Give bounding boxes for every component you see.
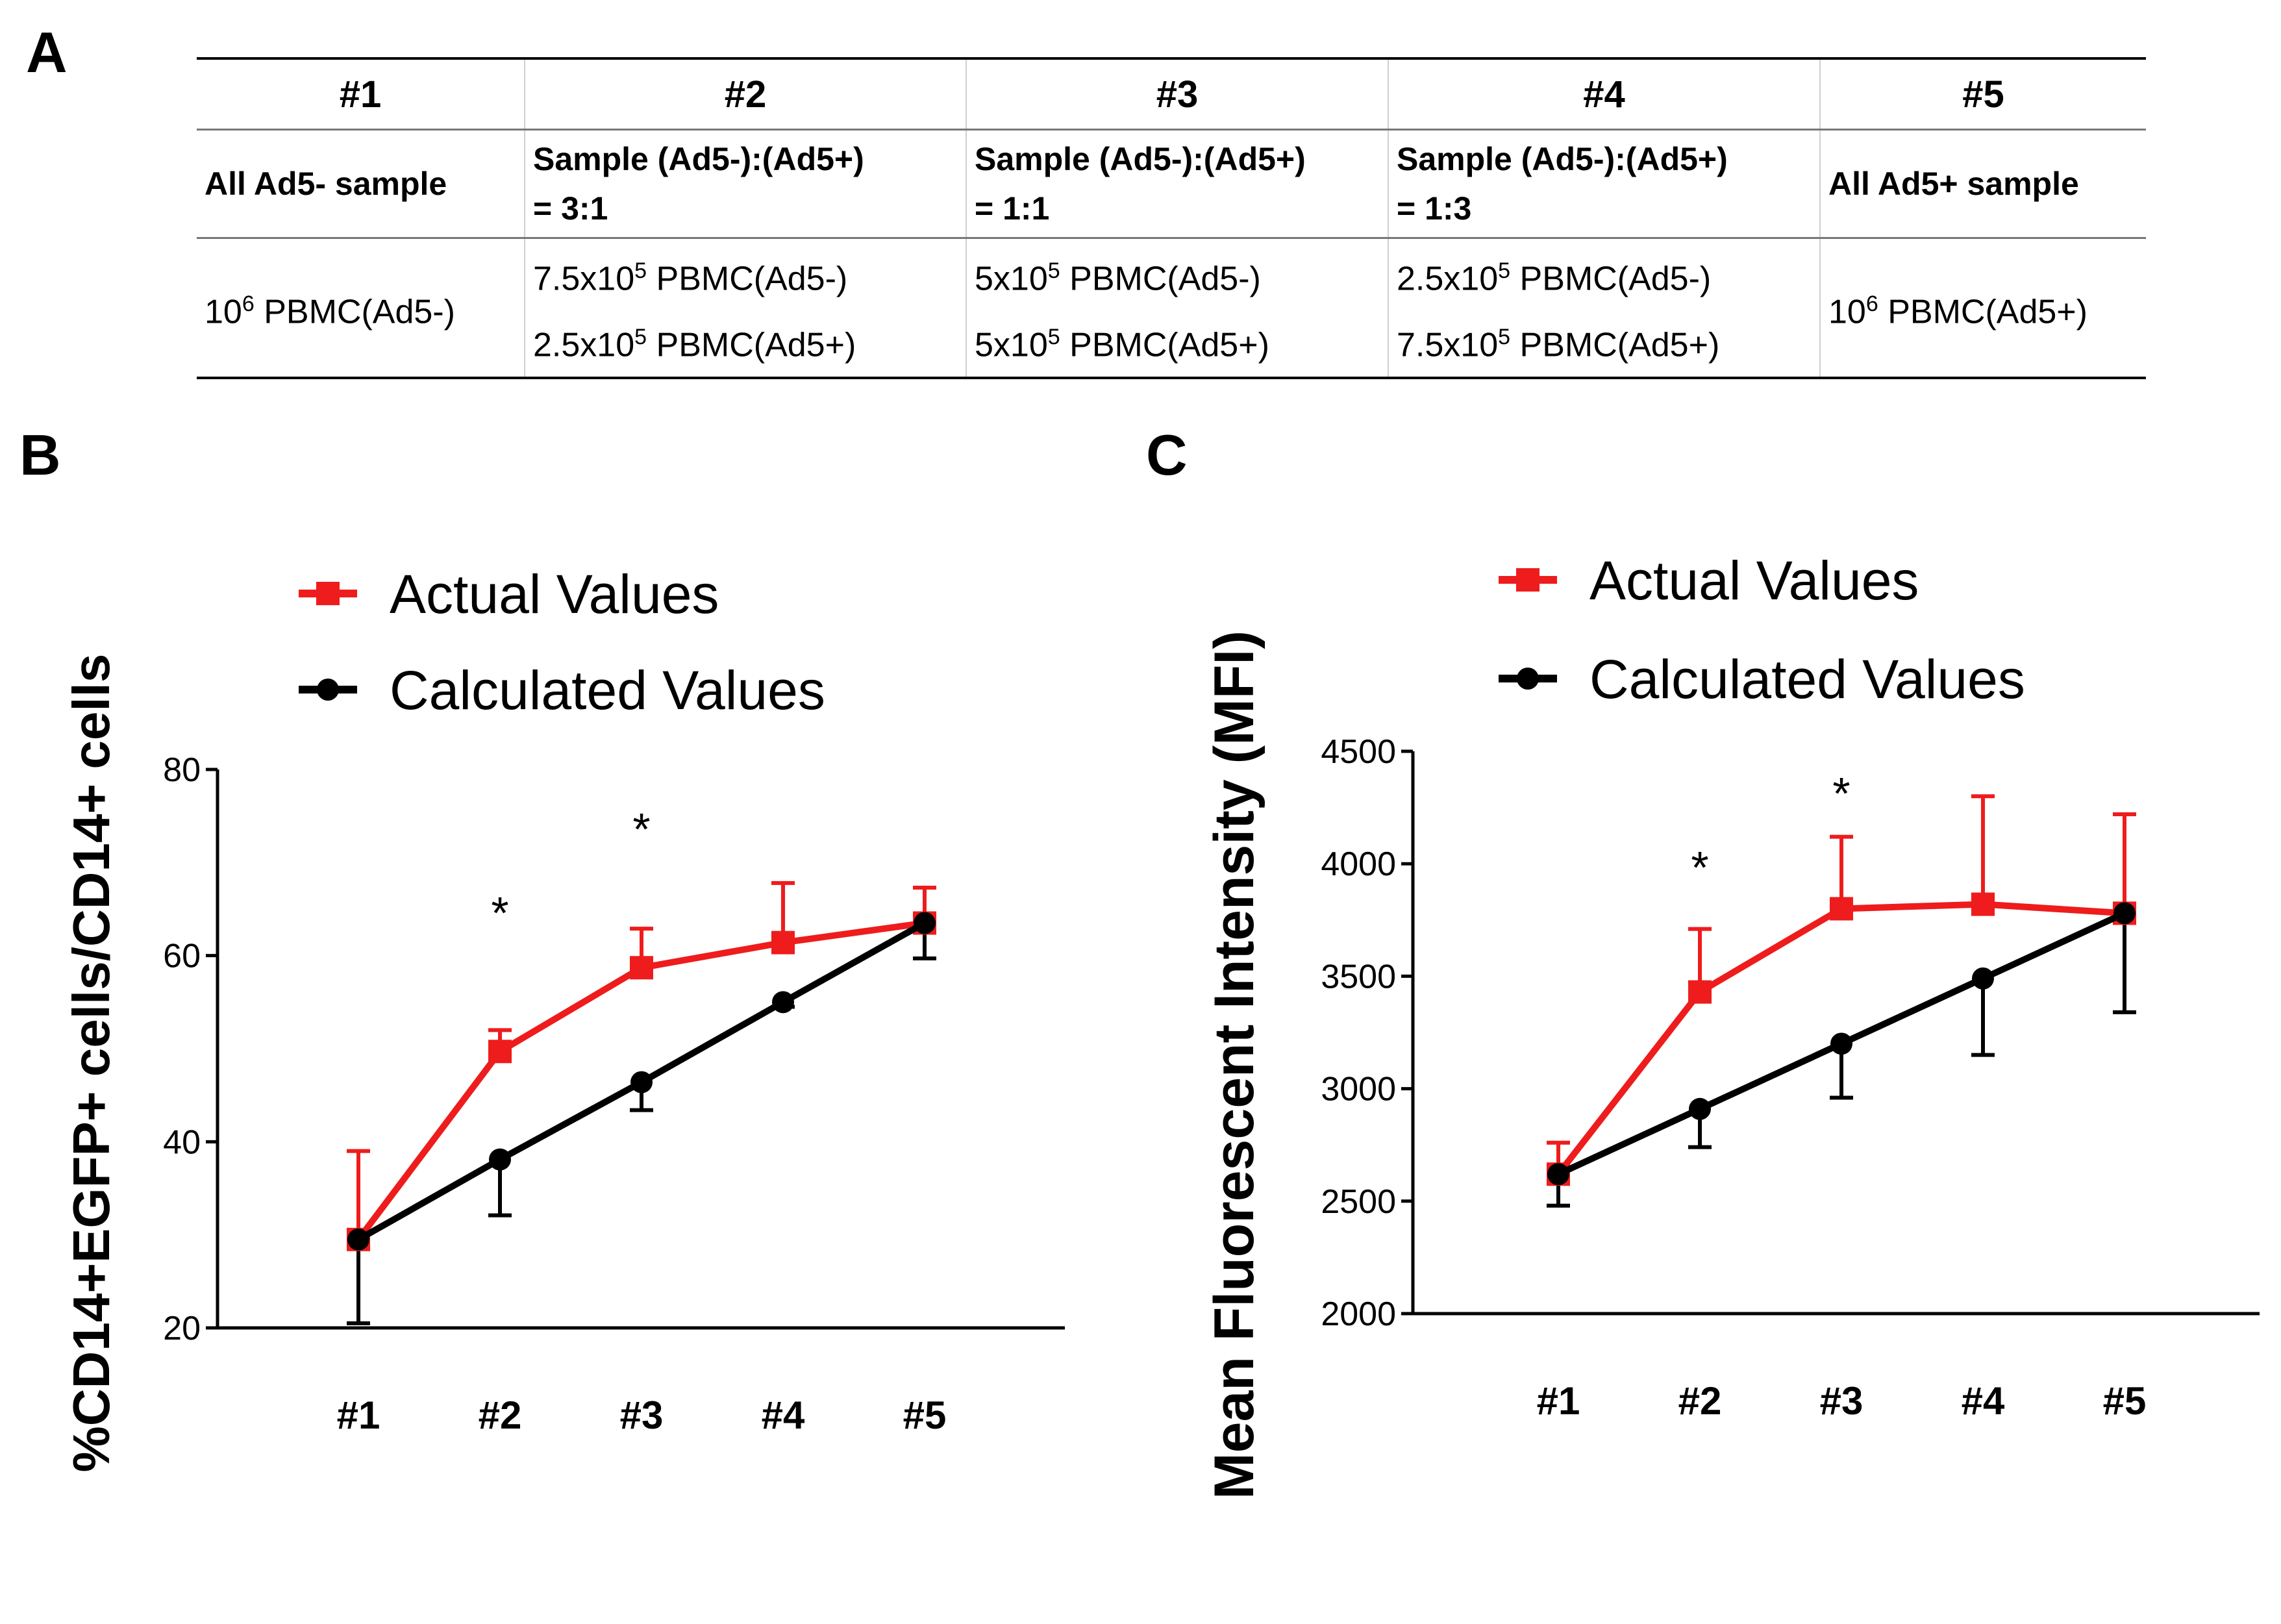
legend-label: Actual Values bbox=[1589, 550, 1919, 611]
data-point-circle bbox=[1972, 967, 1994, 990]
x-tick-label: #4 bbox=[1962, 1379, 2005, 1423]
table-cell: Sample (Ad5-):(Ad5+) = 3:1 bbox=[524, 129, 966, 239]
data-point-circle bbox=[347, 1228, 369, 1251]
y-axis-label: %CD14+EGFP+ cells/CD14+ cells bbox=[62, 654, 120, 1473]
x-tick-label: #3 bbox=[1820, 1379, 1863, 1423]
x-tick-label: #3 bbox=[620, 1393, 664, 1437]
legend-marker-circle bbox=[1517, 668, 1539, 690]
table-cell: All Ad5- sample bbox=[197, 129, 525, 239]
data-point-square bbox=[771, 931, 795, 955]
x-tick-label: #5 bbox=[903, 1393, 947, 1437]
table-cell: 2.5x105 PBMC(Ad5-) 7.5x105 PBMC(Ad5+) bbox=[1388, 238, 1820, 379]
sample-table: #1 #2 #3 #4 #5 All Ad5- sample Sample (A… bbox=[197, 57, 2146, 379]
x-tick-label: #1 bbox=[1537, 1379, 1580, 1423]
table-cell: 5x105 PBMC(Ad5-) 5x105 PBMC(Ad5+) bbox=[966, 238, 1388, 379]
legend-marker-circle bbox=[317, 679, 339, 701]
table-cell: 106 PBMC(Ad5-) bbox=[197, 238, 525, 379]
y-tick-label: 2500 bbox=[1321, 1183, 1396, 1221]
table-header-row: #1 #2 #3 #4 #5 bbox=[197, 57, 2146, 131]
data-point-circle bbox=[489, 1148, 511, 1171]
legend-marker-square bbox=[316, 582, 340, 605]
chart-c: 2000 2500 3000 3500 4000 4500 #1 #2 #3 #4 #5 Mean F… bbox=[1203, 550, 2260, 1499]
y-tick-label: 80 bbox=[163, 751, 201, 789]
data-point-circle bbox=[1689, 1097, 1711, 1120]
data-point-square bbox=[630, 956, 653, 980]
data-point-square bbox=[488, 1040, 512, 1064]
significance-marker: * bbox=[1691, 842, 1708, 893]
y-tick-label: 4000 bbox=[1321, 845, 1396, 883]
table-header-cell: #2 bbox=[524, 57, 966, 131]
data-point-circle bbox=[1547, 1163, 1569, 1186]
data-point-circle bbox=[1830, 1032, 1852, 1055]
chart-b: 20 40 60 80 #1 #2 #3 #4 #5 %CD14+EGFP+ cells/CD14… bbox=[62, 564, 1065, 1473]
significance-marker: * bbox=[1832, 768, 1850, 819]
x-tick-label: #4 bbox=[762, 1393, 805, 1437]
legend-marker-square bbox=[1516, 568, 1539, 592]
y-tick-label: 40 bbox=[163, 1123, 201, 1161]
x-tick-label: #5 bbox=[2103, 1379, 2147, 1423]
data-point-square bbox=[1971, 892, 1995, 916]
table-header-cell: #5 bbox=[1819, 57, 2146, 131]
table-cell: 106 PBMC(Ad5+) bbox=[1819, 238, 2146, 379]
table-cell: Sample (Ad5-):(Ad5+) = 1:3 bbox=[1388, 129, 1820, 239]
significance-marker: * bbox=[491, 888, 508, 938]
table-header-cell: #1 bbox=[197, 57, 525, 131]
table-cell: Sample (Ad5-):(Ad5+) = 1:1 bbox=[966, 129, 1388, 239]
significance-marker: * bbox=[632, 804, 650, 855]
panel-letter-c: C bbox=[1146, 423, 1188, 487]
panel-letter-b: B bbox=[19, 423, 61, 487]
data-point-circle bbox=[772, 991, 794, 1014]
panel-letter-a: A bbox=[26, 20, 68, 84]
table-cell: All Ad5+ sample bbox=[1819, 129, 2146, 239]
x-tick-label: #1 bbox=[337, 1393, 380, 1437]
legend-label: Calculated Values bbox=[1589, 649, 2025, 710]
table-description-row: All Ad5- sample Sample (Ad5-):(Ad5+) = 3:… bbox=[197, 129, 2146, 239]
data-point-square bbox=[1830, 897, 1853, 921]
data-point-circle bbox=[630, 1071, 653, 1093]
x-tick-label: #2 bbox=[1678, 1379, 1722, 1423]
x-tick-label: #2 bbox=[479, 1393, 522, 1437]
y-tick-label: 60 bbox=[163, 938, 201, 975]
y-axis-label: Mean Fluorescent Intensity (MFI) bbox=[1203, 631, 1265, 1499]
data-point-circle bbox=[2113, 902, 2136, 925]
y-tick-label: 2000 bbox=[1321, 1295, 1396, 1333]
y-tick-label: 20 bbox=[163, 1310, 201, 1347]
y-tick-label: 3000 bbox=[1321, 1071, 1396, 1108]
y-tick-label: 3500 bbox=[1321, 958, 1396, 995]
table-header-cell: #3 bbox=[966, 57, 1388, 131]
data-point-square bbox=[1688, 980, 1712, 1004]
legend-label: Actual Values bbox=[390, 564, 719, 625]
legend-label: Calculated Values bbox=[390, 660, 825, 721]
table-header-cell: #4 bbox=[1388, 57, 1820, 131]
y-tick-label: 4500 bbox=[1321, 733, 1396, 771]
data-point-circle bbox=[914, 912, 936, 934]
table-content-row: 106 PBMC(Ad5-) 7.5x105 PBMC(Ad5-) 2.5x10… bbox=[197, 238, 2146, 379]
table-cell: 7.5x105 PBMC(Ad5-) 2.5x105 PBMC(Ad5+) bbox=[524, 238, 966, 379]
